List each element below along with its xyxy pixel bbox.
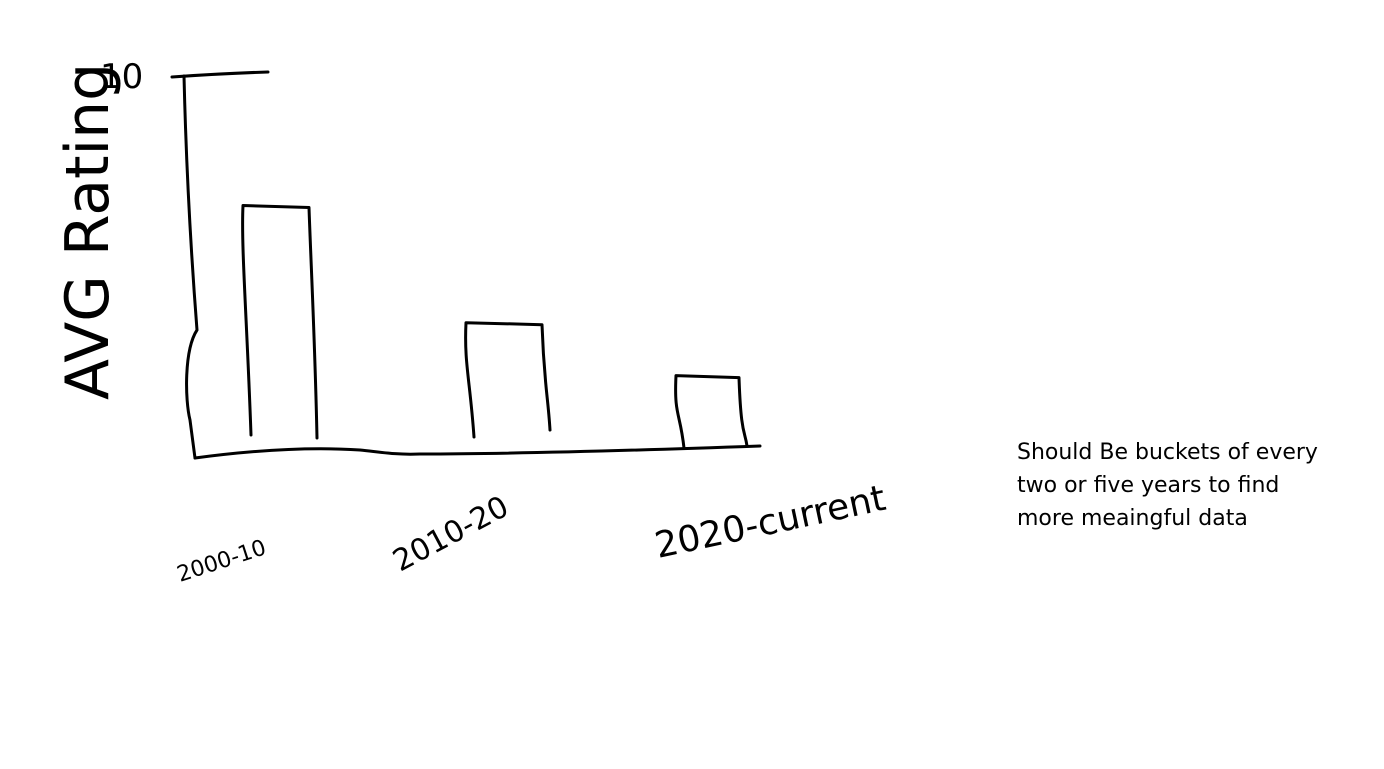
bar-2020-current bbox=[674, 374, 749, 450]
y-tick-label-10: 10 bbox=[100, 57, 143, 97]
x-tick-label-2010-20: 2010-20 bbox=[387, 489, 514, 579]
x-tick-label-2020-current: 2020-current bbox=[651, 478, 889, 567]
x-tick-label-2000-10: 2000-10 bbox=[174, 536, 269, 588]
y-axis-label: AVG Rating bbox=[53, 63, 123, 400]
bar-2010-20 bbox=[464, 321, 552, 439]
y-tick-10 bbox=[170, 70, 270, 79]
annotation-note: Should Be buckets of every two or five y… bbox=[1017, 440, 1318, 531]
y-axis-line bbox=[182, 74, 199, 460]
x-tick-labels-group: 2000-10 2010-20 2020-current bbox=[174, 478, 889, 588]
x-axis-line bbox=[193, 444, 762, 460]
bar-2000-10 bbox=[241, 204, 319, 440]
bars-group bbox=[241, 204, 749, 450]
